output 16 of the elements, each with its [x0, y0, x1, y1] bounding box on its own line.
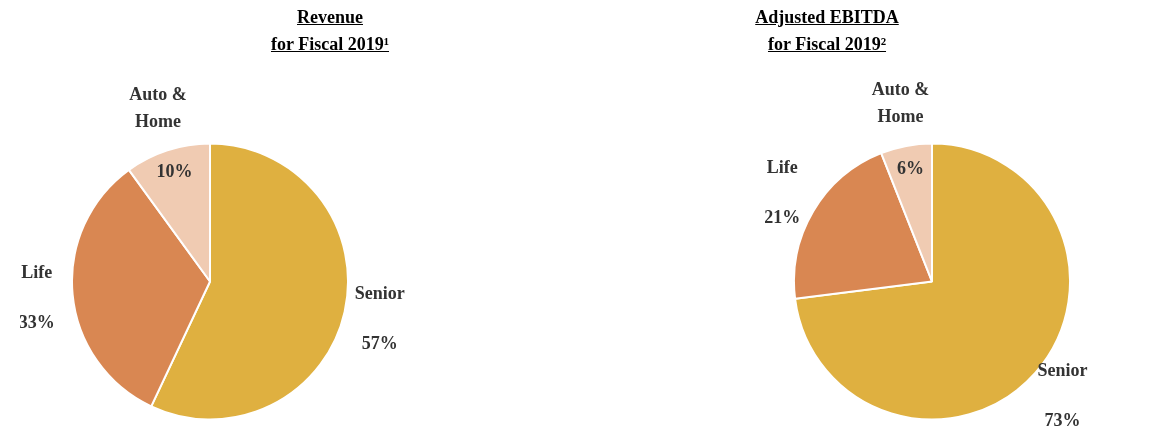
slice-label: Life — [21, 261, 53, 282]
data-label: 57% — [361, 333, 398, 354]
slice-label: Senior — [354, 283, 405, 304]
slice-label: Senior — [1037, 360, 1088, 381]
chart-subtitle: for Fiscal 2019² — [767, 34, 887, 54]
data-label: 73% — [1044, 410, 1081, 431]
chart-title: Revenue — [296, 7, 363, 27]
data-label: 33% — [18, 311, 55, 332]
data-label: 6% — [897, 157, 925, 178]
data-label: 21% — [764, 206, 801, 227]
slice-label: Auto & Home — [871, 79, 930, 127]
chart-title: Adjusted EBITDA — [755, 7, 899, 27]
data-label: 10% — [156, 161, 193, 182]
chart-subtitle: for Fiscal 2019¹ — [270, 34, 390, 54]
slice-label: Life — [766, 156, 798, 177]
slice-label: Auto & Home — [129, 84, 187, 132]
